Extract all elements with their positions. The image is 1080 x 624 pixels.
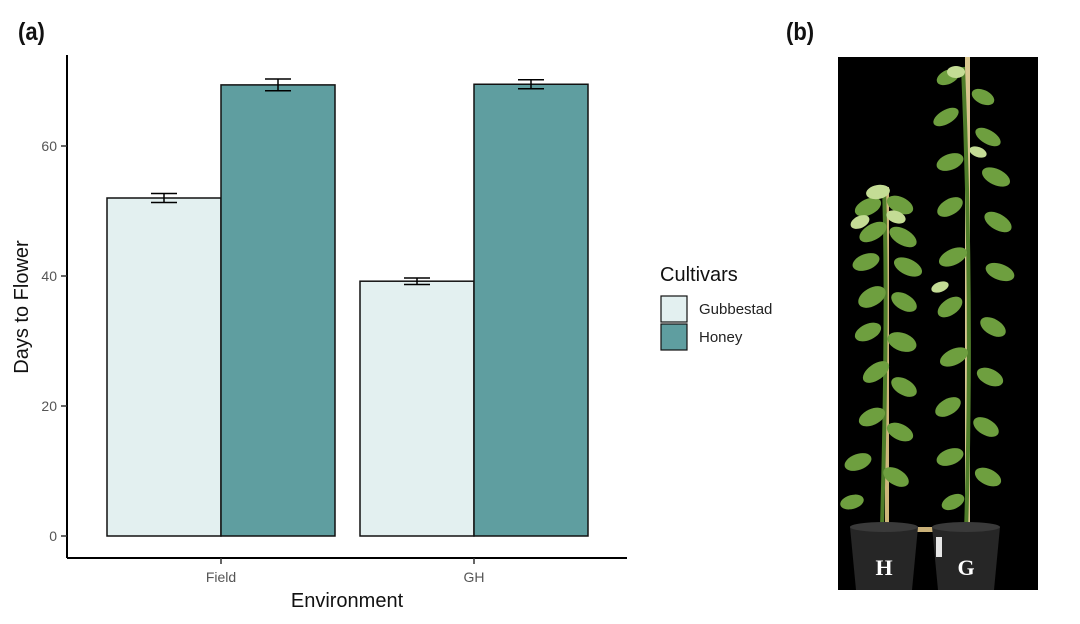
error-bar-gubbestad-field (151, 192, 177, 204)
error-bars-group (151, 78, 544, 286)
axes-group (66, 55, 627, 559)
panel-b-label: (b) (786, 18, 815, 46)
bar-honey-gh (473, 83, 589, 537)
y-tick-label-40: 40 (41, 268, 57, 284)
pot-h: H (850, 522, 918, 590)
legend-swatch-gubbestad (660, 295, 688, 323)
x-axis-title: Environment (291, 590, 404, 612)
plant-photo: H G (838, 57, 1038, 590)
legend-title: Cultivars (660, 264, 738, 286)
bars-group (106, 83, 589, 537)
bar-gubbestad-gh (359, 280, 475, 537)
bar-gubbestad-field (106, 197, 222, 537)
x-ticks-group: Field GH (206, 558, 485, 585)
pot-label-g: G (957, 555, 974, 580)
plant-h (840, 184, 923, 528)
error-bar-honey-field (265, 78, 291, 92)
y-tick-label-60: 60 (41, 138, 57, 154)
legend: Cultivars Gubbestad Honey (660, 264, 772, 351)
x-tick-label-field: Field (206, 569, 236, 585)
legend-swatch-honey (660, 323, 688, 351)
pot-label-h: H (875, 555, 892, 580)
bar-chart: 0 20 40 60 Field GH Environment Days to Flow… (11, 55, 772, 612)
legend-label-gubbestad: Gubbestad (699, 301, 772, 318)
y-ticks-group: 0 20 40 60 (41, 138, 67, 544)
y-tick-label-20: 20 (41, 398, 57, 414)
error-bar-honey-gh (518, 78, 544, 90)
error-bar-gubbestad-gh (404, 277, 430, 286)
legend-label-honey: Honey (699, 329, 743, 346)
y-axis-title: Days to Flower (11, 240, 33, 374)
y-tick-label-0: 0 (49, 528, 57, 544)
x-tick-label-gh: GH (464, 569, 485, 585)
plant-g (931, 66, 1015, 533)
bar-honey-field (220, 84, 336, 537)
panel-a-label: (a) (18, 18, 45, 46)
pot-g: G (932, 522, 1000, 590)
